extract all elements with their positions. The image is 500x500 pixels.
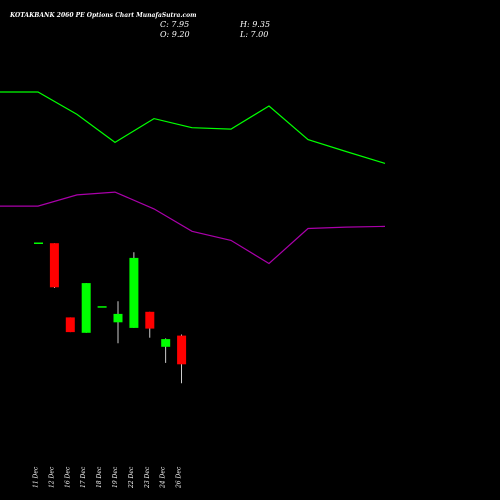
- upper-band-line: [0, 91, 386, 164]
- candle: [113, 301, 123, 344]
- candle-body: [113, 313, 123, 323]
- x-tick-label: 18 Dec: [96, 466, 103, 488]
- candle-body: [65, 317, 75, 333]
- x-tick-label: 17 Dec: [80, 466, 87, 488]
- candle-body: [49, 243, 59, 288]
- candle: [97, 306, 107, 308]
- candle: [145, 311, 155, 338]
- candle: [49, 243, 59, 288]
- lower-band-line: [0, 191, 386, 265]
- chart-title: KOTAKBANK 2060 PE Options Chart MunafaSu…: [10, 12, 197, 19]
- low-value: L: 7.00: [240, 30, 269, 39]
- x-tick-label: 23 Dec: [144, 466, 151, 489]
- candle: [34, 242, 43, 244]
- candle: [65, 317, 75, 333]
- candle: [81, 283, 91, 333]
- x-tick-label: 11 Dec: [33, 466, 40, 488]
- candles: [34, 242, 187, 384]
- candle-body: [161, 339, 171, 347]
- x-tick-label: 16 Dec: [64, 466, 71, 488]
- candle: [161, 338, 171, 363]
- candle-body: [81, 283, 91, 333]
- x-tick-label: 24 Dec: [160, 466, 167, 489]
- high-value: H: 9.35: [240, 20, 271, 29]
- candle-body: [97, 306, 107, 308]
- candle: [177, 334, 187, 384]
- x-tick-label: 12 Dec: [48, 466, 55, 488]
- candle-body: [129, 257, 139, 328]
- candle: [129, 252, 139, 328]
- x-tick-label: 26 Dec: [176, 466, 183, 489]
- close-value: C: 7.95: [160, 20, 190, 29]
- candle-body: [145, 311, 155, 329]
- candle-body: [34, 242, 43, 244]
- x-tick-label: 19 Dec: [112, 466, 119, 488]
- candle-body: [177, 335, 187, 365]
- x-axis-labels: 11 Dec 12 Dec 16 Dec 17 Dec 18 Dec 19 Dec 22 D…: [33, 466, 183, 489]
- open-value: O: 9.20: [160, 30, 190, 39]
- x-tick-label: 22 Dec: [128, 466, 135, 489]
- band-lines: [0, 91, 386, 265]
